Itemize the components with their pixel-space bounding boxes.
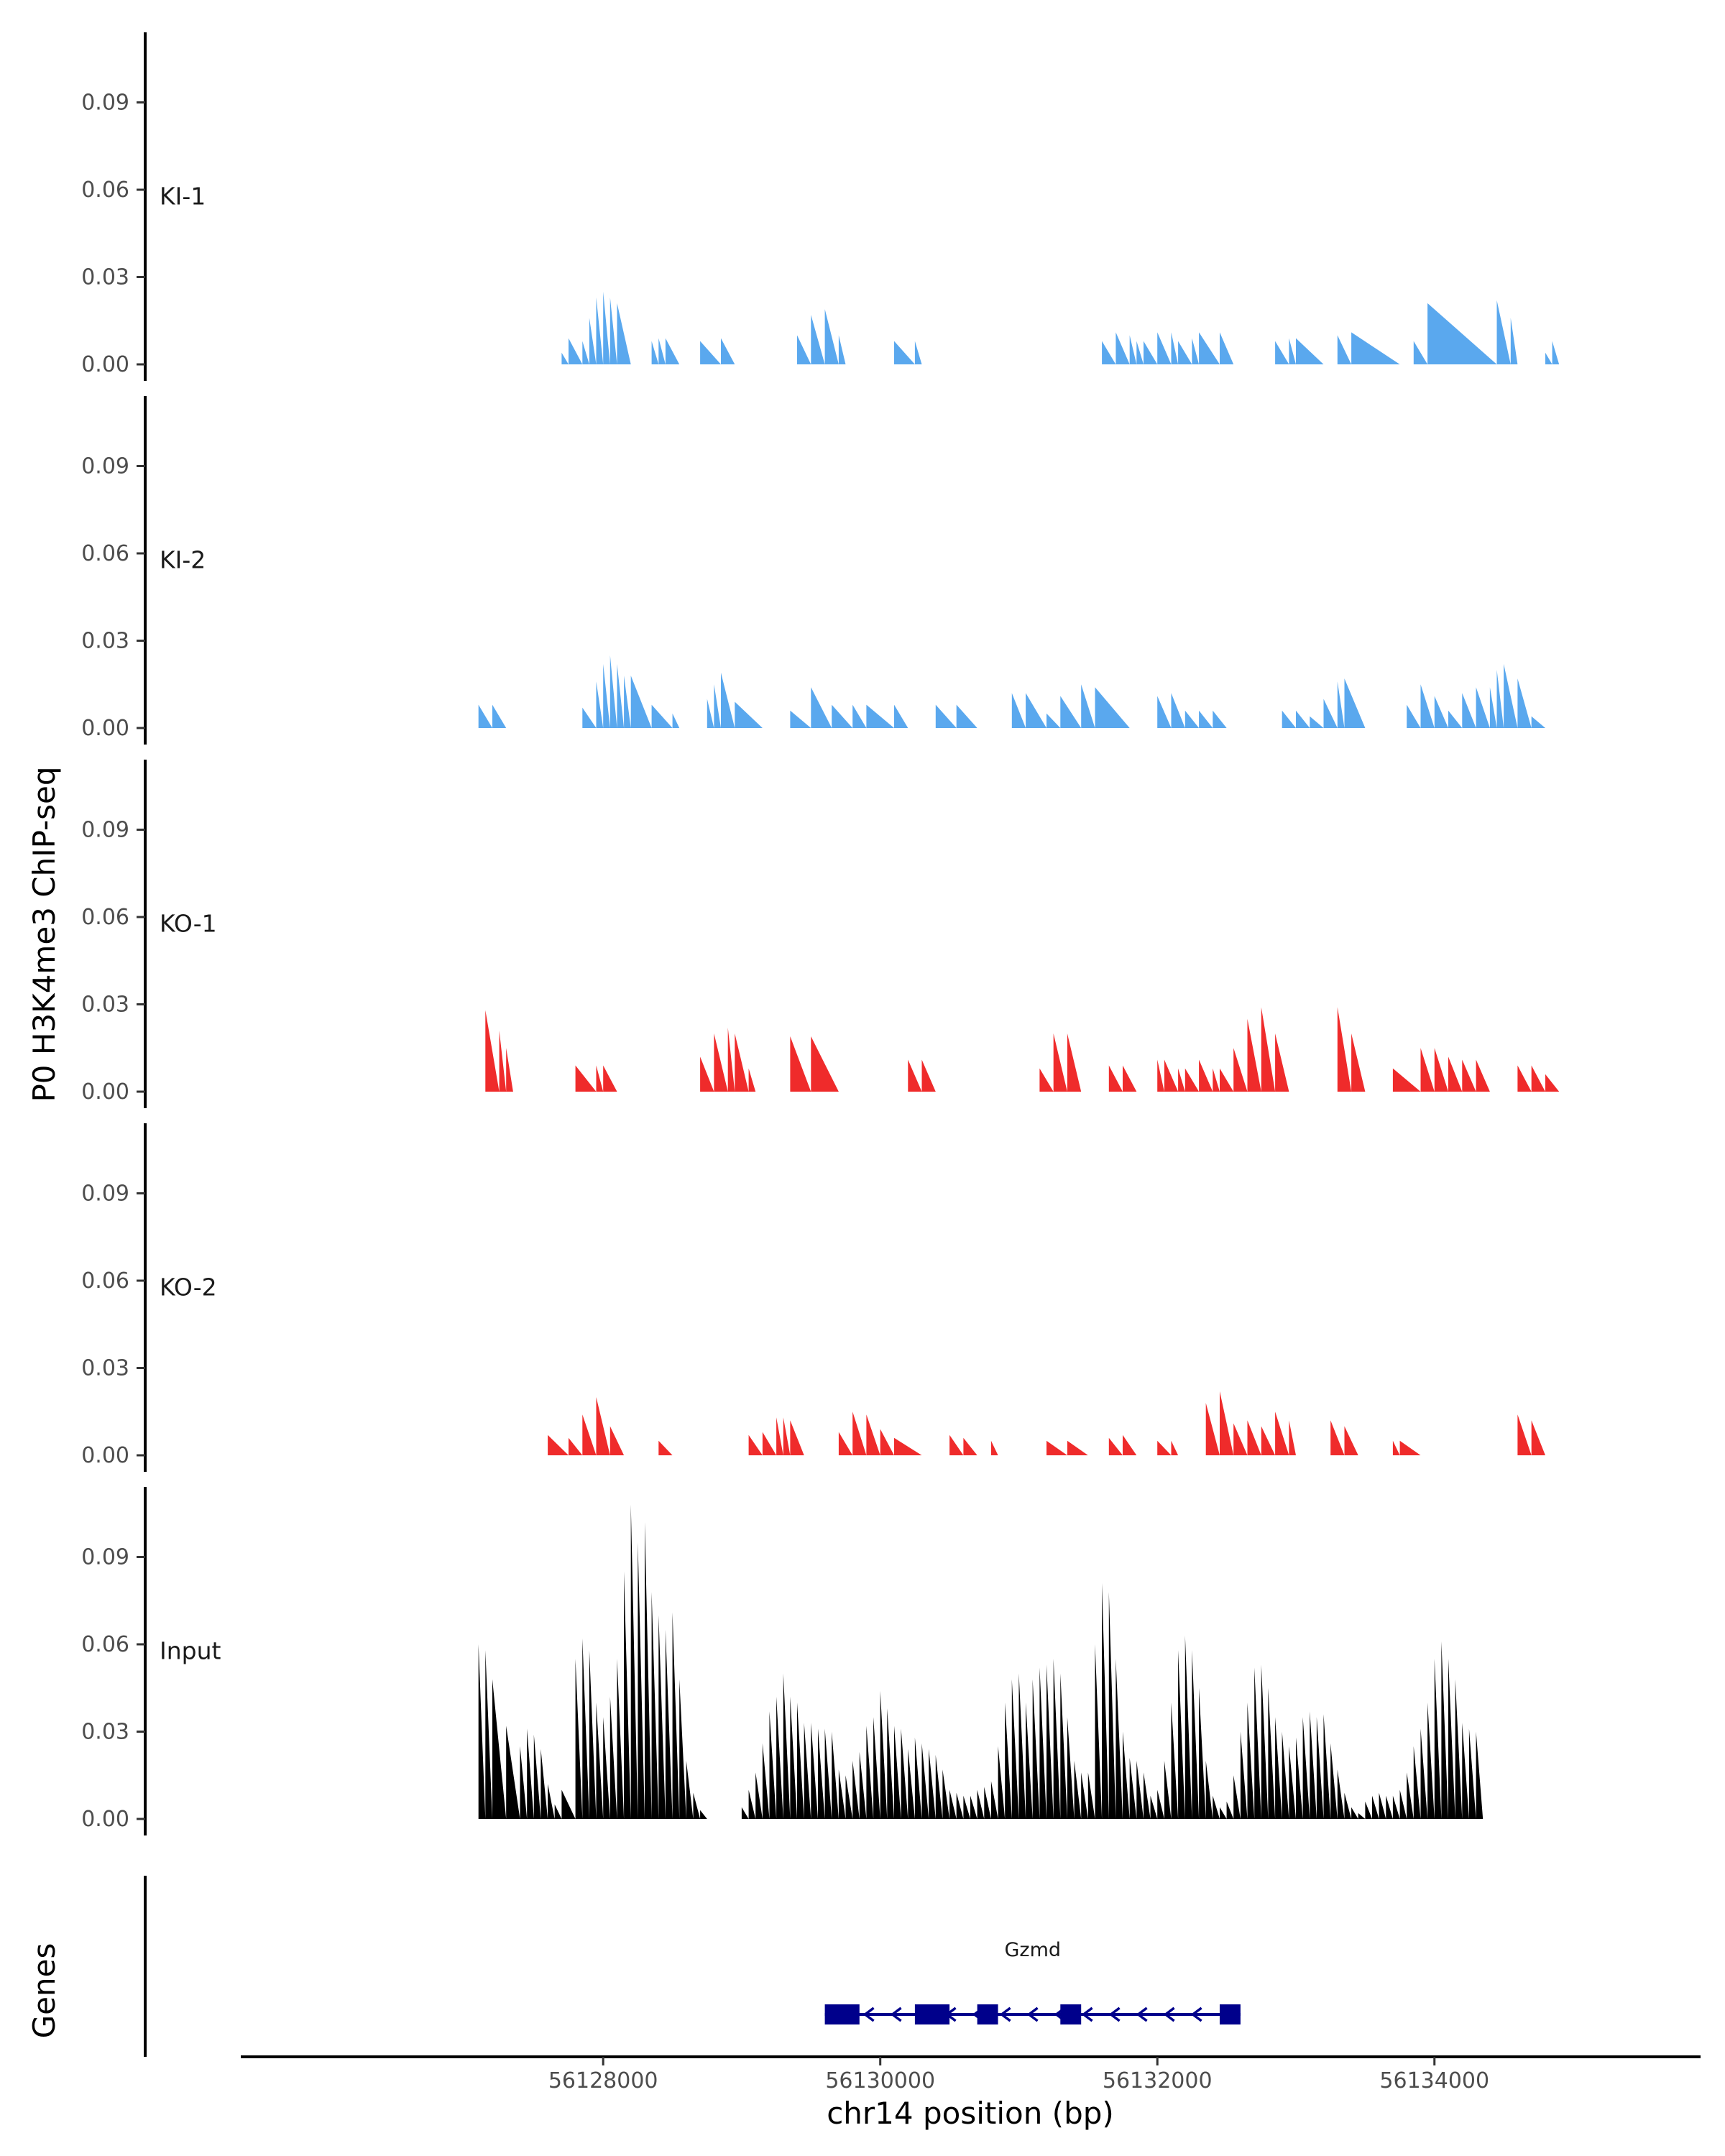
y-tick-label: 0.03: [81, 629, 129, 654]
track-label: KI-1: [160, 182, 206, 210]
y-tick-label: 0.09: [81, 1545, 129, 1570]
track-label: KO-1: [160, 909, 217, 937]
x-tick-label: 56130000: [825, 2068, 935, 2093]
genes-axis-title: Genes: [27, 1943, 62, 2039]
signal-area: [478, 1504, 1484, 1819]
x-tick-label: 56132000: [1103, 2068, 1213, 2093]
strand-arrow: [890, 2007, 902, 2022]
signal-area: [527, 1391, 1566, 1455]
gene-exon: [824, 2004, 860, 2024]
strand-arrow: [1163, 2007, 1175, 2022]
strand-arrow: [1190, 2007, 1202, 2022]
x-axis: 56128000 56130000 56132000 56134000: [241, 2055, 1701, 2093]
gene-exon: [977, 2004, 998, 2024]
y-axis-title: P0 H3K4me3 ChIP-seq: [27, 766, 62, 1102]
y-tick-label: 0.09: [81, 818, 129, 843]
strand-arrow: [1108, 2007, 1121, 2022]
y-tick-label: 0.00: [81, 352, 129, 377]
y-tick-label: 0.00: [81, 1443, 129, 1468]
gene-exon: [1219, 2004, 1241, 2024]
track-input: 0.00 0.03 0.06 0.09 Input: [81, 1487, 1484, 1835]
track-panels: 0.00 0.03 0.06 0.09 KI-1 0.00 0.03 0.06 0.09 KI-2…: [81, 32, 1566, 1835]
y-tick-label: 0.03: [81, 1356, 129, 1381]
strand-arrow: [1026, 2007, 1039, 2022]
strand-arrow: [1081, 2007, 1093, 2022]
signal-area: [478, 1007, 1560, 1092]
x-tick-label: 56134000: [1379, 2068, 1489, 2093]
track-ki-2: 0.00 0.03 0.06 0.09 KI-2: [81, 396, 1546, 745]
strand-arrow: [862, 2007, 875, 2022]
y-tick-label: 0.09: [81, 1181, 129, 1207]
y-tick-label: 0.06: [81, 1632, 129, 1657]
track-label: KI-2: [160, 545, 206, 573]
y-tick-label: 0.03: [81, 992, 129, 1018]
y-tick-label: 0.03: [81, 1720, 129, 1745]
x-tick-label: 56128000: [548, 2068, 658, 2093]
gene-name-label: Gzmd: [1004, 1939, 1061, 1961]
y-tick-label: 0.09: [81, 91, 129, 116]
y-tick-label: 0.06: [81, 905, 129, 930]
x-axis-title: chr14 position (bp): [827, 2096, 1114, 2131]
gene-exon: [914, 2004, 950, 2024]
track-ki-1: 0.00 0.03 0.06 0.09 KI-1: [81, 32, 1566, 381]
y-tick-label: 0.09: [81, 454, 129, 479]
gene-panel: Gzmd: [144, 1876, 1241, 2057]
track-ko-1: 0.00 0.03 0.06 0.09 KO-1: [81, 760, 1560, 1108]
y-tick-label: 0.00: [81, 716, 129, 741]
signal-area: [478, 655, 1546, 728]
strand-arrow: [999, 2007, 1011, 2022]
y-tick-label: 0.00: [81, 1807, 129, 1832]
y-tick-label: 0.06: [81, 1268, 129, 1294]
y-tick-label: 0.06: [81, 541, 129, 566]
gene-exon: [1060, 2004, 1082, 2024]
y-tick-label: 0.00: [81, 1079, 129, 1105]
track-label: KO-2: [160, 1273, 217, 1301]
strand-arrow: [1136, 2007, 1148, 2022]
signal-area: [548, 291, 1566, 364]
y-tick-label: 0.06: [81, 178, 129, 203]
track-label: Input: [160, 1636, 221, 1664]
y-tick-label: 0.03: [81, 265, 129, 290]
track-ko-2: 0.00 0.03 0.06 0.09 KO-2: [81, 1123, 1566, 1472]
